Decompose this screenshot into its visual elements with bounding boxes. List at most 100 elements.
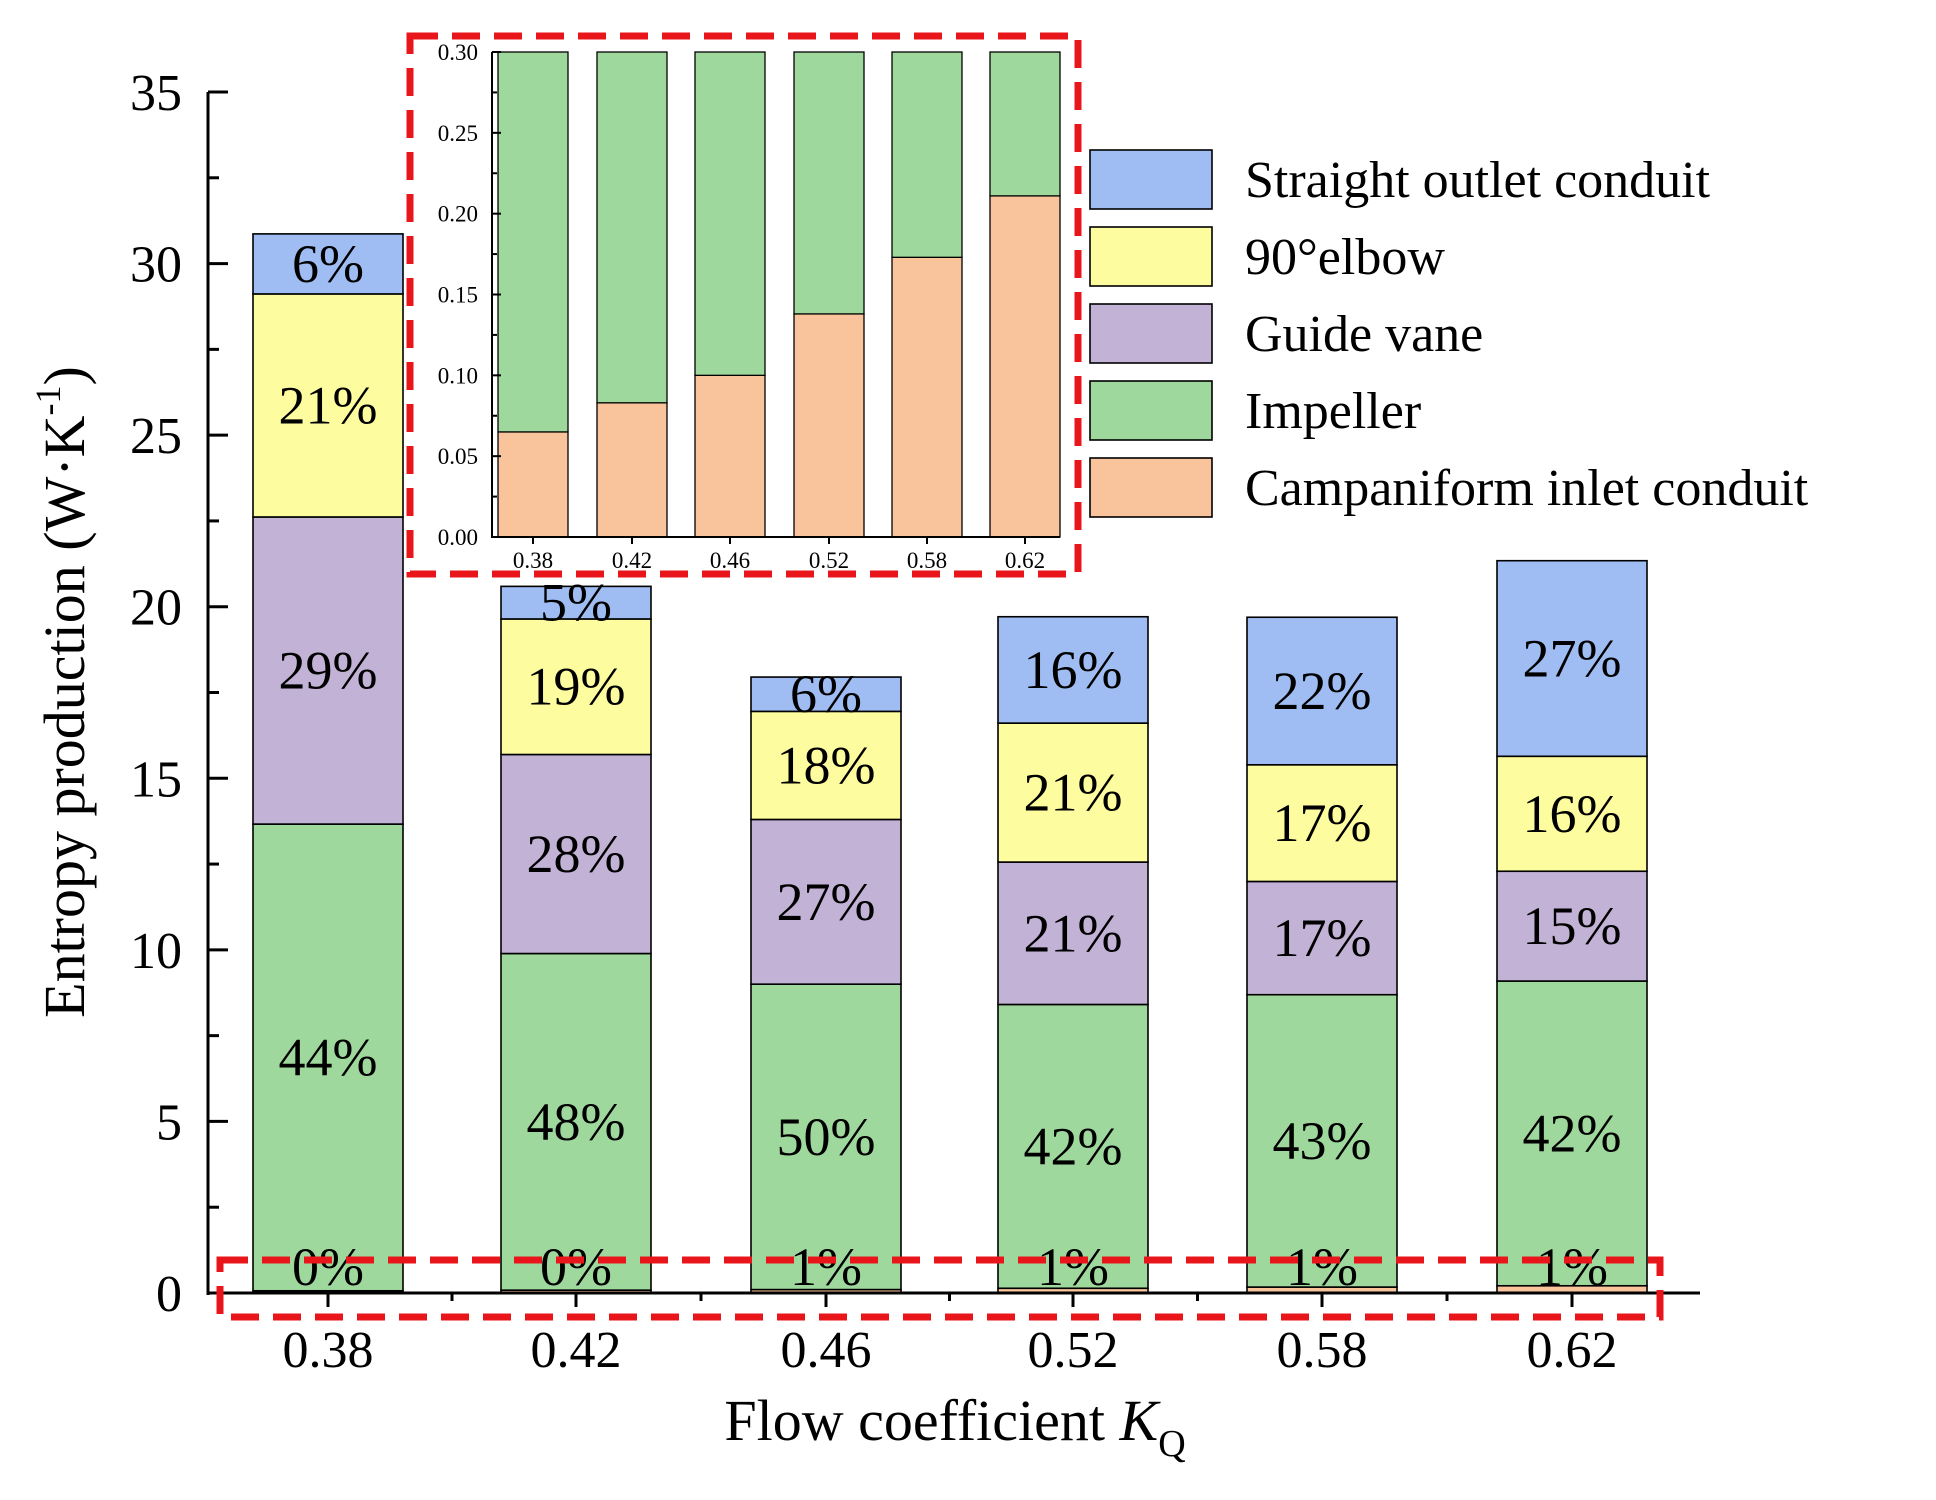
inset-x-tick-label: 0.52	[809, 548, 849, 573]
inset-highlight-frame	[406, 32, 1082, 578]
bar-label-guide-vane-0.42: 28%	[527, 824, 626, 884]
bar-label-impeller-0.42: 48%	[527, 1092, 626, 1152]
y-tick-label: 15	[130, 751, 182, 808]
bar-label-campaniform-inlet-conduit-0.58: 1%	[1286, 1237, 1358, 1297]
bar-label-straight-outlet-conduit-0.38: 6%	[292, 234, 364, 294]
y-tick-label: 10	[130, 923, 182, 980]
bar-impeller-0.46	[750, 983, 902, 1291]
bar-label-90elbow-0.62: 16%	[1523, 784, 1622, 844]
bar-impeller-0.62	[1496, 980, 1648, 1287]
bar-label-impeller-0.38: 44%	[279, 1027, 378, 1087]
bar-label-90elbow-0.52: 21%	[1024, 763, 1123, 823]
inset-bar-impeller-0.52	[793, 51, 865, 315]
main-bar-labels: 0% 44% 29% 21% 6% 0% 48% 28% 19% 5% 1% 50% 27% 18% 6% 1…	[279, 234, 1622, 1297]
bar-straight-outlet-conduit-0.38	[252, 233, 404, 295]
x-tick-label: 0.46	[781, 1322, 872, 1379]
bar-label-impeller-0.58: 43%	[1273, 1111, 1372, 1171]
bar-label-impeller-0.52: 42%	[1024, 1116, 1123, 1176]
main-y-ticks: 0 5 10 15 20 25 30 35	[130, 65, 228, 1323]
legend-label-impeller: Impeller	[1245, 383, 1421, 440]
legend-label-straight-outlet-conduit: Straight outlet conduit	[1245, 152, 1711, 209]
bar-straight-outlet-conduit-0.42	[500, 585, 652, 620]
bar-90elbow-0.42	[500, 618, 652, 756]
x-axis-label: Flow coefficient KQ	[724, 1388, 1185, 1465]
inset-y-tick-label: 0.15	[438, 283, 478, 308]
bar-label-campaniform-inlet-conduit-0.62: 1%	[1536, 1237, 1608, 1297]
x-axis-label-subscript: Q	[1158, 1423, 1185, 1465]
bar-guide-vane-0.46	[750, 818, 902, 985]
bar-label-90elbow-0.42: 19%	[527, 657, 626, 717]
x-tick-label: 0.62	[1527, 1322, 1618, 1379]
bar-label-straight-outlet-conduit-0.46: 6%	[790, 664, 862, 724]
x-axis-label-text: Flow coefficient	[724, 1388, 1105, 1453]
y-tick-label: 20	[130, 580, 182, 637]
legend: Straight outlet conduit 90°elbow Guide van…	[1089, 149, 1809, 518]
bar-label-campaniform-inlet-conduit-0.46: 1%	[790, 1237, 862, 1297]
bar-guide-vane-0.52	[997, 861, 1149, 1006]
bar-label-campaniform-inlet-conduit-0.42: 0%	[540, 1237, 612, 1297]
inset-bar-impeller-0.58	[891, 51, 963, 258]
x-axis-label-space	[1105, 1388, 1120, 1453]
bar-straight-outlet-conduit-0.58	[1246, 616, 1398, 766]
bar-90elbow-0.46	[750, 710, 902, 821]
inset-x-ticks: 0.38 0.42 0.46 0.52 0.58 0.62	[513, 537, 1045, 573]
bar-label-campaniform-inlet-conduit-0.52: 1%	[1037, 1237, 1109, 1297]
legend-label-90elbow: 90°elbow	[1245, 229, 1445, 286]
bar-90elbow-0.62	[1496, 755, 1648, 873]
bar-label-straight-outlet-conduit-0.58: 22%	[1273, 661, 1372, 721]
inset-bars	[497, 51, 1061, 538]
inset-y-tick-label: 0.20	[438, 202, 478, 227]
y-axis-label-suffix: )	[32, 366, 97, 385]
y-axis-label: Entropy production (W·K-1)	[28, 366, 97, 1018]
bar-label-straight-outlet-conduit-0.42: 5%	[540, 573, 612, 633]
bar-impeller-0.38	[252, 823, 404, 1292]
inset-x-tick-label: 0.62	[1005, 548, 1045, 573]
main-x-ticks: 0.38 0.42 0.46 0.52 0.58 0.62	[283, 1293, 1618, 1379]
bar-90elbow-0.58	[1246, 764, 1398, 883]
x-axis-label-symbol: K	[1119, 1388, 1162, 1453]
legend-label-guide-vane: Guide vane	[1245, 306, 1483, 363]
inset-bar-campaniform-inlet-conduit-0.62	[989, 195, 1061, 538]
bar-label-guide-vane-0.52: 21%	[1024, 903, 1123, 963]
legend-swatch-campaniform-inlet-conduit	[1089, 457, 1213, 518]
inset-y-tick-label: 0.25	[438, 121, 478, 146]
bar-straight-outlet-conduit-0.52	[997, 615, 1149, 724]
y-tick-label: 30	[130, 237, 182, 294]
inset-y-tick-label: 0.30	[438, 40, 478, 65]
bar-label-guide-vane-0.62: 15%	[1523, 896, 1622, 956]
bar-label-guide-vane-0.38: 29%	[279, 641, 378, 701]
y-axis-label-exponent: -1	[28, 385, 68, 415]
inset-bar-impeller-0.62	[989, 51, 1061, 197]
bar-straight-outlet-conduit-0.62	[1496, 559, 1648, 758]
inset-bar-campaniform-inlet-conduit-0.38	[497, 431, 569, 538]
main-bars	[252, 233, 1648, 1294]
inset-y-ticks: 0.00 0.05 0.10 0.15 0.20 0.25 0.30	[438, 40, 501, 550]
x-tick-label: 0.38	[283, 1322, 374, 1379]
bar-label-campaniform-inlet-conduit-0.38: 0%	[292, 1237, 364, 1297]
inset-x-tick-label: 0.38	[513, 548, 553, 573]
inset-bar-campaniform-inlet-conduit-0.58	[891, 256, 963, 538]
legend-swatch-impeller	[1089, 380, 1213, 441]
x-tick-label: 0.58	[1277, 1322, 1368, 1379]
legend-label-campaniform-inlet-conduit: Campaniform inlet conduit	[1245, 460, 1809, 517]
bar-label-90elbow-0.58: 17%	[1273, 793, 1372, 853]
legend-swatch-straight-outlet-conduit	[1089, 149, 1213, 210]
inset-bar-impeller-0.38	[497, 51, 569, 433]
bar-label-guide-vane-0.46: 27%	[777, 872, 876, 932]
bar-label-impeller-0.46: 50%	[777, 1107, 876, 1167]
y-axis-label-prefix: Entropy production (W·K	[32, 415, 97, 1018]
inset-bar-impeller-0.46	[694, 51, 766, 376]
bar-label-straight-outlet-conduit-0.62: 27%	[1523, 628, 1622, 688]
bar-label-straight-outlet-conduit-0.52: 16%	[1024, 640, 1123, 700]
legend-swatch-90elbow	[1089, 226, 1213, 287]
inset-bar-impeller-0.42	[596, 51, 668, 404]
bar-guide-vane-0.38	[252, 516, 404, 825]
y-tick-label: 5	[156, 1094, 182, 1151]
bar-impeller-0.52	[997, 1003, 1149, 1290]
inset-zoom-chart: 0.00 0.05 0.10 0.15 0.20 0.25 0.30 0.38 0.42 0.4…	[438, 40, 1061, 573]
y-tick-label: 0	[156, 1266, 182, 1323]
inset-bar-campaniform-inlet-conduit-0.52	[793, 313, 865, 538]
inset-x-tick-label: 0.42	[612, 548, 652, 573]
inset-bar-campaniform-inlet-conduit-0.46	[694, 374, 766, 538]
